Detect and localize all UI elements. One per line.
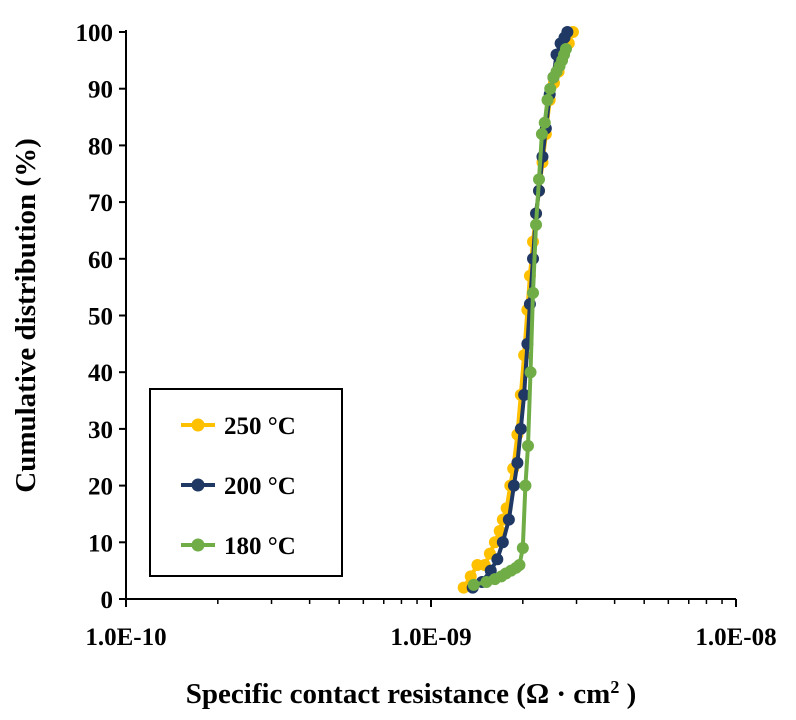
x-axis-title-end: )	[619, 678, 636, 710]
series-line	[471, 31, 570, 590]
x-axis-title-main: Specific contact resistance (Ω · cm	[186, 678, 611, 710]
data-point	[516, 541, 529, 554]
series-3	[467, 43, 572, 591]
data-point	[535, 128, 548, 141]
data-point	[513, 558, 526, 571]
x-tick-label: 1.0E-08	[695, 624, 776, 651]
legend-swatch-marker	[191, 478, 205, 492]
y-tick-label: 20	[88, 474, 113, 501]
data-point	[541, 94, 554, 107]
x-tick-label: 1.0E-10	[85, 624, 166, 651]
y-tick-label: 50	[88, 304, 113, 331]
series-1	[457, 26, 579, 594]
legend: 250 °C 200 °C 180 °C	[149, 388, 343, 577]
data-point	[524, 366, 537, 379]
legend-item: 250 °C	[181, 413, 296, 440]
y-tick-label: 80	[88, 133, 113, 160]
data-point	[519, 479, 532, 492]
data-point	[502, 513, 515, 526]
y-tick-label: 60	[88, 247, 113, 274]
y-tick-label: 40	[88, 360, 113, 387]
legend-label: 180 °C	[224, 533, 296, 560]
data-point	[522, 439, 535, 452]
data-point	[493, 524, 506, 537]
axes-layer: 0 10 20 30 40 50 60 70 80 90 100 1.0E-10 1.0E-09 1.0E…	[76, 20, 777, 651]
data-point	[527, 286, 540, 299]
y-tick-label: 30	[88, 417, 113, 444]
legend-swatch-marker	[191, 538, 205, 552]
x-axis-title: Specific contact resistance (Ω · cm2 )	[186, 677, 636, 710]
series-line	[473, 48, 568, 587]
x-axis-title-superscript: 2	[610, 677, 619, 697]
y-tick-label: 10	[88, 530, 113, 557]
legend-label: 200 °C	[224, 473, 296, 500]
data-point	[507, 479, 520, 492]
data-point	[491, 553, 504, 566]
data-point	[538, 116, 551, 129]
x-tick-label: 1.0E-09	[390, 624, 471, 651]
data-point	[544, 82, 557, 95]
legend-item: 180 °C	[181, 533, 296, 560]
data-point	[561, 26, 574, 38]
data-point	[457, 581, 470, 594]
data-point	[518, 388, 531, 401]
y-tick-label: 70	[88, 190, 113, 217]
series-layer	[457, 26, 579, 594]
data-point	[559, 43, 572, 56]
legend-swatch-marker	[191, 418, 205, 432]
data-point	[496, 536, 509, 549]
y-tick-label: 0	[101, 587, 114, 614]
legend-item: 200 °C	[181, 473, 296, 500]
y-tick-label: 100	[76, 20, 114, 47]
data-point	[514, 422, 527, 435]
legend-label: 250 °C	[224, 413, 296, 440]
data-point	[511, 456, 524, 469]
series-2	[466, 26, 574, 594]
y-axis-title: Cumulative distribution (%)	[10, 138, 42, 492]
data-point	[467, 578, 480, 591]
y-tick-label: 90	[88, 77, 113, 104]
data-point	[530, 218, 543, 231]
series-line	[462, 31, 575, 589]
data-point	[533, 173, 546, 186]
